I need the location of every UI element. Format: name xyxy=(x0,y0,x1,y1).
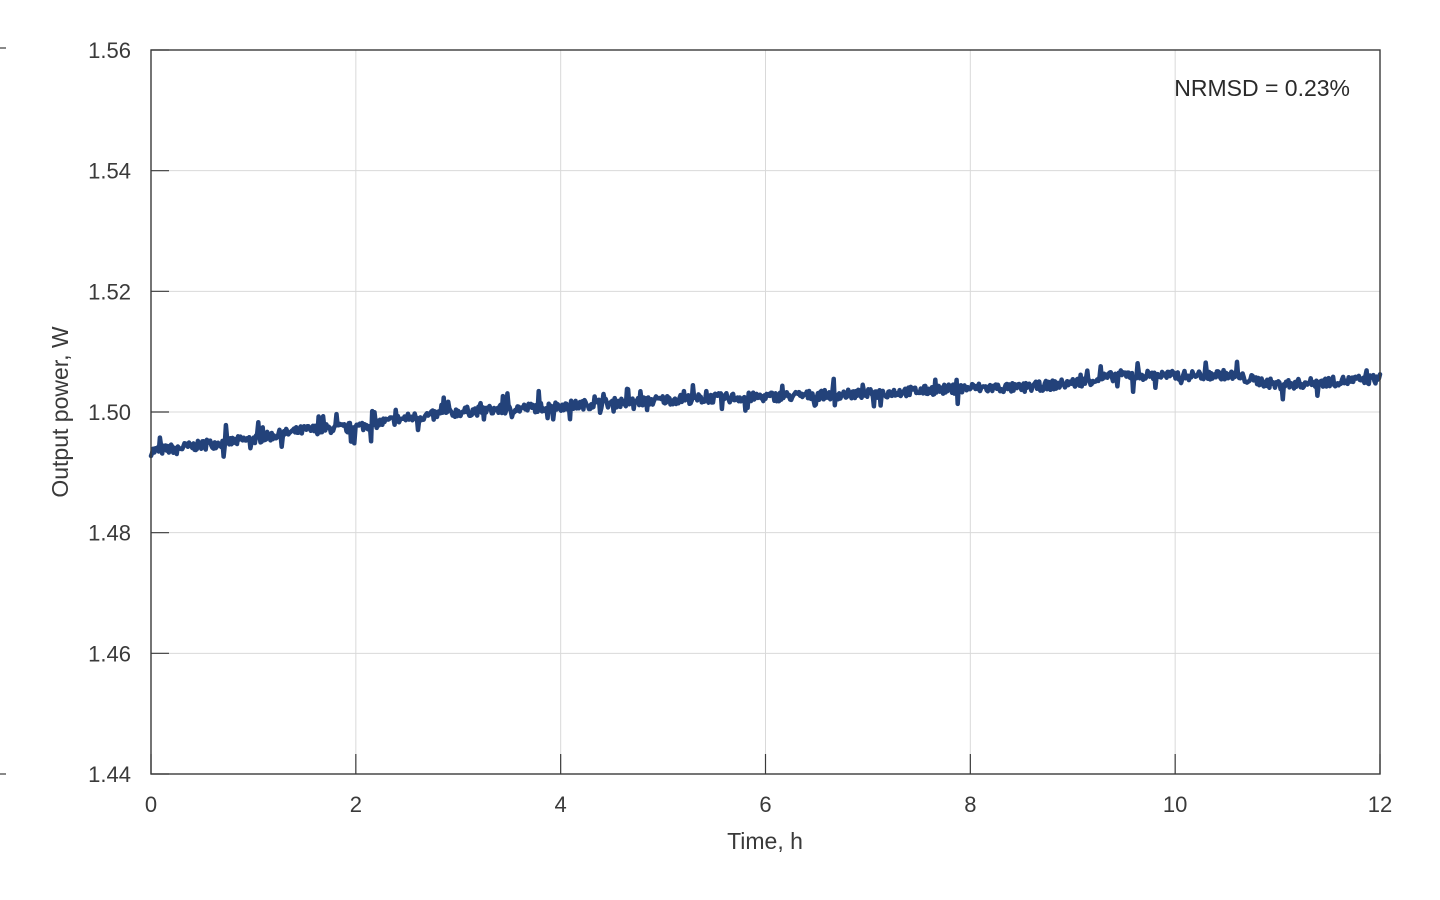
y-axis-label: Output power, W xyxy=(47,326,73,498)
axis-ticks xyxy=(150,49,1381,775)
nrmsd-annotation: NRMSD = 0.23% xyxy=(1174,75,1350,101)
grid-lines xyxy=(151,50,1380,774)
y-tick-label: 1.46 xyxy=(88,641,131,666)
y-tick-label: 1.56 xyxy=(88,38,131,63)
x-tick-label: 12 xyxy=(1368,792,1392,817)
x-tick-label: 8 xyxy=(964,792,976,817)
x-tick-label: 4 xyxy=(555,792,567,817)
x-tick-label: 0 xyxy=(145,792,157,817)
x-tick-label: 10 xyxy=(1163,792,1187,817)
series-line xyxy=(148,359,1383,459)
y-tick-label: 1.44 xyxy=(88,762,131,787)
x-tick-label: 2 xyxy=(350,792,362,817)
y-tick-label: 1.48 xyxy=(88,521,131,546)
tick-labels: 0 2 4 6 8 10 12 1.44 1.46 1.48 1.50 1.52 1.54 1.56 xyxy=(88,38,1392,817)
series-layer xyxy=(148,359,1383,459)
y-tick-label: 1.50 xyxy=(88,400,131,425)
x-tick-label: 6 xyxy=(759,792,771,817)
x-axis-label: Time, h xyxy=(727,828,803,854)
y-tick-label: 1.52 xyxy=(88,279,131,304)
y-tick-label: 1.54 xyxy=(88,159,131,184)
